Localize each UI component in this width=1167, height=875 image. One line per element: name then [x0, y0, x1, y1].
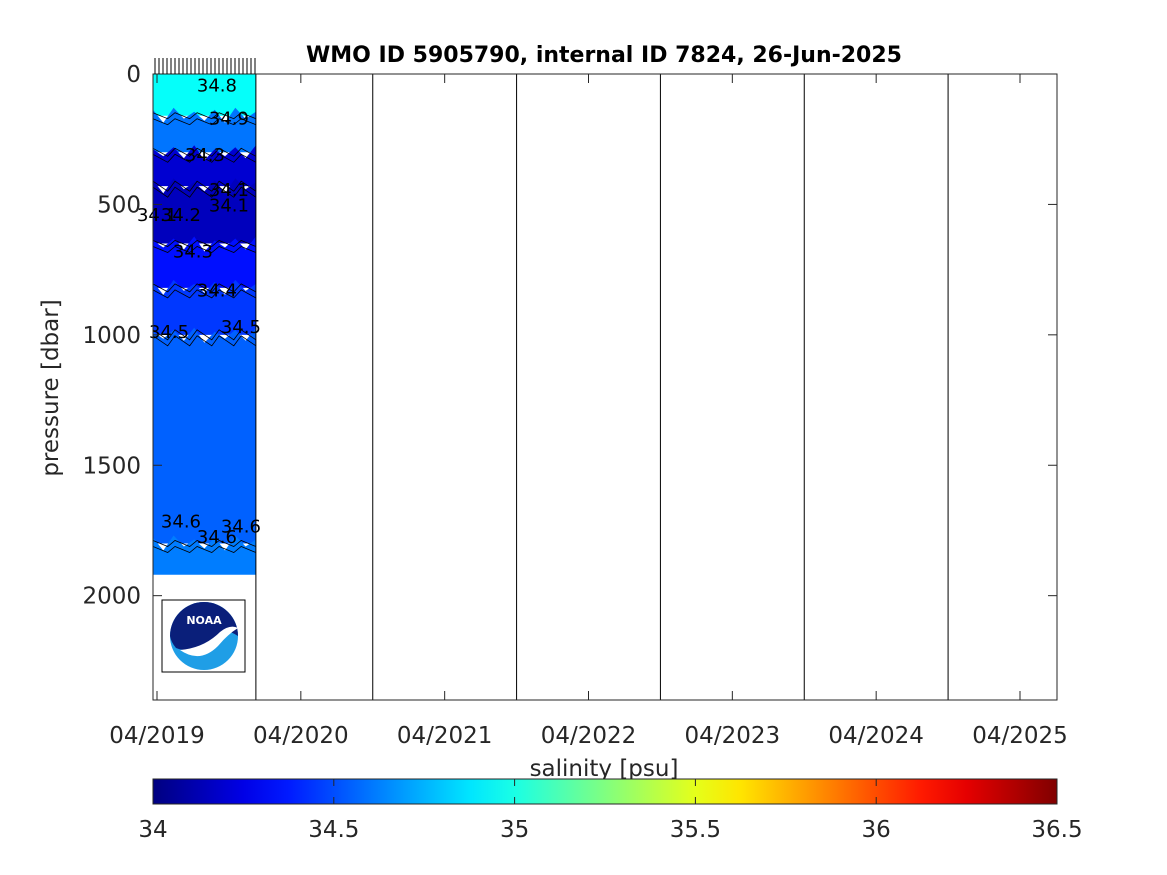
y-tick-label: 2000 — [82, 584, 141, 610]
colorbar-tick-label: 35 — [500, 817, 529, 843]
contour-line — [153, 329, 257, 341]
x-tick-label: 04/2021 — [397, 723, 493, 749]
contour-line — [153, 153, 257, 163]
contour-line — [153, 240, 257, 247]
salinity-layer — [153, 74, 256, 116]
contour-line — [153, 147, 257, 157]
x-tick-label: 04/2022 — [541, 723, 637, 749]
x-tick-label: 04/2020 — [253, 723, 349, 749]
contour-line — [153, 335, 257, 347]
contour-label: 34.6 — [197, 527, 237, 548]
x-tick-label: 04/2025 — [972, 723, 1068, 749]
x-tick-label: 04/2024 — [828, 723, 924, 749]
contour-line — [153, 546, 257, 553]
y-tick-label: 1500 — [82, 453, 141, 479]
contour-line — [153, 246, 257, 253]
colorbar-tick-label: 34 — [138, 817, 167, 843]
contour-label: 34.1 — [209, 180, 249, 201]
contour-labels: 34.934.334.134.134.134.234.334.434.5 34.5… — [137, 76, 261, 548]
contour-label: 34.3 — [173, 241, 213, 262]
contour-line — [153, 186, 257, 198]
y-tick-label: 500 — [97, 192, 141, 218]
y-tick-label: 1000 — [82, 323, 141, 349]
salinity-layer — [153, 327, 256, 544]
colorbar-tick-label: 36.5 — [1031, 817, 1082, 843]
noaa-logo: NOAA — [161, 599, 246, 673]
colorbar-label: salinity [psu] — [530, 756, 679, 782]
contour-label: 34.4 — [197, 280, 237, 301]
y-axis-label: pressure [dbar] — [38, 299, 64, 476]
contour-line — [153, 540, 257, 547]
contour-label: 34.1 — [209, 196, 249, 217]
colorbar: 34 34.5 35 35.5 36 36.5 — [138, 778, 1083, 843]
salinity-layer — [153, 107, 256, 153]
salinity-layer — [153, 236, 256, 288]
x-tick-label: 04/2023 — [685, 723, 781, 749]
salinity-layer — [153, 145, 256, 187]
contour-label: 34.6 — [221, 517, 261, 538]
contour-label: 34.1 — [137, 205, 177, 226]
colorbar-tick-label: 34.5 — [308, 817, 359, 843]
x-axis: 04/2019 04/2020 04/2021 04/2022 04/2023 04/20… — [109, 74, 1068, 749]
colorbar-tick-label: 36 — [862, 817, 891, 843]
salinity-field — [153, 74, 256, 575]
logo-text: NOAA — [186, 614, 222, 627]
y-tick-label: 0 — [126, 62, 141, 88]
axes-frame — [152, 73, 1058, 701]
contour-label: 34.8 — [197, 76, 237, 97]
colorbar-tick-label: 35.5 — [670, 817, 721, 843]
contour-label: 34.6 — [161, 511, 201, 532]
contour-lines — [153, 112, 257, 553]
y-axis: 0 500 1000 1500 2000 — [82, 62, 1057, 610]
contour-line — [153, 289, 257, 299]
vertical-lines — [255, 74, 949, 700]
contour-line — [153, 118, 257, 126]
contour-label: 34.5 — [221, 317, 261, 338]
chart-title: WMO ID 5905790, internal ID 7824, 26-Jun… — [306, 43, 902, 68]
plot-area — [153, 74, 257, 575]
x-tick-label: 04/2019 — [109, 723, 205, 749]
contour-line — [153, 283, 257, 293]
contour-label: 34.9 — [209, 108, 249, 129]
contour-label: 34.3 — [185, 145, 225, 166]
contour-line — [153, 112, 257, 120]
salinity-layer — [153, 279, 256, 335]
contour-line — [153, 180, 257, 192]
contour-label: 34.5 — [149, 322, 189, 343]
contour-label: 34.2 — [161, 205, 201, 226]
